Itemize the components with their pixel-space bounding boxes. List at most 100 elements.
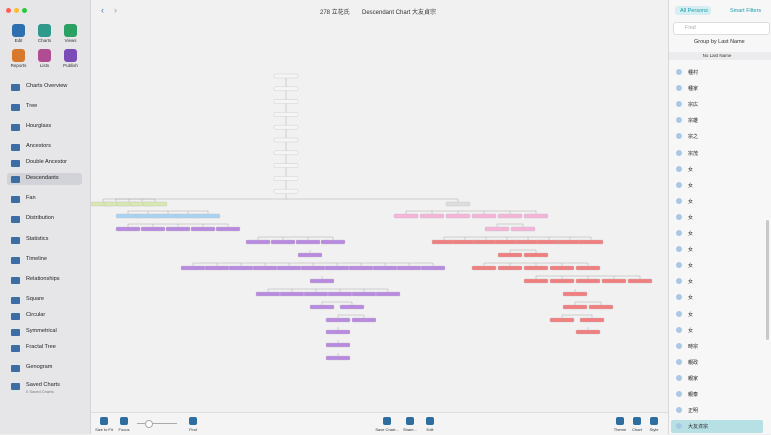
sidebar-item[interactable]: Fan bbox=[26, 195, 36, 201]
toolbar-icon[interactable] bbox=[12, 49, 25, 62]
close-button[interactable] bbox=[6, 8, 11, 13]
toolbar-label[interactable]: Find bbox=[189, 427, 197, 432]
toolbar-label[interactable]: Charts bbox=[37, 38, 52, 43]
person-avatar bbox=[676, 117, 682, 124]
sidebar-item[interactable]: Distribution bbox=[26, 215, 54, 221]
person-box bbox=[273, 150, 299, 155]
toolbar-icon[interactable] bbox=[12, 24, 25, 37]
person-name[interactable]: 女 bbox=[688, 231, 694, 237]
person-name[interactable]: 女 bbox=[688, 198, 694, 205]
toolbar-icon[interactable] bbox=[406, 417, 414, 425]
bottom-toolbar bbox=[91, 412, 668, 435]
toolbar-icon[interactable] bbox=[616, 417, 624, 425]
sidebar-item[interactable]: Genogram bbox=[26, 364, 53, 370]
person-name[interactable]: 宗雄 bbox=[688, 118, 699, 125]
person-box bbox=[601, 278, 627, 284]
tab[interactable]: Smart Filters bbox=[730, 8, 762, 14]
person-name[interactable]: 時宗 bbox=[688, 343, 699, 350]
sidebar-item[interactable]: Square bbox=[26, 296, 45, 302]
sidebar-item[interactable]: Descendants bbox=[26, 175, 59, 181]
descendant-chart bbox=[91, 73, 653, 361]
person-name[interactable]: 宗茂 bbox=[688, 150, 699, 157]
sidebar-item[interactable]: Hourglass bbox=[26, 123, 52, 129]
toolbar-label[interactable]: Views bbox=[64, 38, 77, 43]
person-box bbox=[195, 213, 221, 219]
toolbar-icon[interactable] bbox=[64, 24, 77, 37]
sidebar-icon bbox=[11, 84, 20, 91]
toolbar-label[interactable]: Size to Fit bbox=[95, 427, 113, 432]
toolbar-icon[interactable] bbox=[633, 417, 641, 425]
person-name[interactable]: 女 bbox=[688, 327, 694, 334]
search-placeholder[interactable]: Find bbox=[685, 25, 696, 31]
sidebar-item[interactable]: Fractal Tree bbox=[26, 344, 56, 350]
person-name[interactable]: 女 bbox=[688, 295, 694, 302]
person-name[interactable]: 女 bbox=[688, 182, 694, 189]
zoom-slider[interactable] bbox=[137, 423, 177, 424]
person-box bbox=[473, 239, 499, 245]
minimize-button[interactable] bbox=[14, 8, 19, 13]
person-name[interactable]: 親家 bbox=[688, 375, 699, 382]
toolbar-icon[interactable] bbox=[426, 417, 434, 425]
tab[interactable]: All Persons bbox=[680, 8, 708, 14]
sidebar-item[interactable]: Symmetrical bbox=[26, 328, 57, 334]
toolbar-icon[interactable] bbox=[650, 417, 658, 425]
person-name[interactable]: 親泰 bbox=[688, 392, 699, 398]
person-name[interactable]: 女 bbox=[688, 166, 694, 173]
toolbar-label[interactable]: Save Chart... bbox=[375, 427, 399, 432]
toolbar-label[interactable]: Style bbox=[649, 427, 659, 432]
person-box bbox=[549, 265, 575, 271]
toolbar-icon[interactable] bbox=[100, 417, 108, 425]
person-name[interactable]: 宗広 bbox=[688, 102, 699, 109]
toolbar-label[interactable]: Edit bbox=[14, 38, 23, 43]
person-box bbox=[510, 226, 536, 232]
toolbar-label[interactable]: Theme bbox=[613, 427, 627, 432]
person-name[interactable]: 女 bbox=[688, 279, 694, 286]
toolbar-icon[interactable] bbox=[38, 49, 51, 62]
back-button[interactable]: ‹ bbox=[101, 5, 104, 15]
sidebar-item[interactable]: Statistics bbox=[26, 236, 49, 242]
search-field[interactable] bbox=[673, 22, 770, 35]
toolbar-label[interactable]: Edit bbox=[426, 427, 434, 432]
person-name[interactable]: 親政 bbox=[688, 359, 699, 366]
sidebar-icon bbox=[11, 196, 20, 203]
toolbar-icon[interactable] bbox=[189, 417, 197, 425]
toolbar-icon[interactable] bbox=[383, 417, 391, 425]
person-box bbox=[375, 291, 401, 297]
sidebar-item[interactable]: Tree bbox=[26, 103, 38, 109]
person-name[interactable]: 宗之 bbox=[688, 134, 699, 141]
sidebar-item[interactable]: Double Ancestor bbox=[26, 159, 68, 165]
toolbar-icon[interactable] bbox=[38, 24, 51, 37]
person-box bbox=[228, 265, 254, 271]
person-name[interactable]: 女 bbox=[688, 263, 694, 270]
person-box bbox=[575, 265, 601, 271]
person-name[interactable]: 大友貞宗 bbox=[688, 424, 709, 431]
sidebar-item[interactable]: Ancestors bbox=[26, 143, 51, 149]
sidebar-item[interactable]: Charts Overview bbox=[26, 83, 68, 89]
person-name[interactable]: 女 bbox=[688, 247, 694, 254]
toolbar-label[interactable]: Focus bbox=[118, 427, 130, 432]
person-box bbox=[523, 213, 549, 219]
forward-button[interactable]: › bbox=[114, 5, 117, 15]
toolbar-label[interactable]: Reports bbox=[10, 63, 27, 68]
zoom-button[interactable] bbox=[22, 8, 27, 13]
person-box bbox=[252, 265, 278, 271]
person-name[interactable]: 種家 bbox=[688, 86, 699, 93]
person-name[interactable]: 女 bbox=[688, 311, 694, 318]
person-name[interactable]: 女 bbox=[688, 214, 694, 221]
person-name[interactable]: 正明 bbox=[688, 408, 699, 415]
toolbar-label[interactable]: Lists bbox=[39, 63, 50, 68]
sidebar-item[interactable]: Timeline bbox=[26, 256, 47, 262]
toolbar-label[interactable]: Share... bbox=[402, 427, 417, 432]
person-box bbox=[204, 265, 230, 271]
sidebar-item[interactable]: Saved Charts bbox=[26, 382, 60, 388]
zoom-knob[interactable] bbox=[145, 420, 153, 428]
toolbar-label[interactable]: Chart bbox=[632, 427, 642, 432]
sidebar-icon bbox=[11, 176, 20, 183]
sidebar-item[interactable]: Circular bbox=[26, 312, 46, 318]
toolbar-icon[interactable] bbox=[64, 49, 77, 62]
sidebar-item[interactable]: Relationships bbox=[26, 276, 60, 282]
toolbar-label[interactable]: Publish bbox=[63, 63, 78, 68]
group-selector[interactable]: Group by Last Name bbox=[694, 39, 745, 45]
toolbar-icon[interactable] bbox=[120, 417, 128, 425]
person-name[interactable]: 種村 bbox=[688, 70, 699, 76]
